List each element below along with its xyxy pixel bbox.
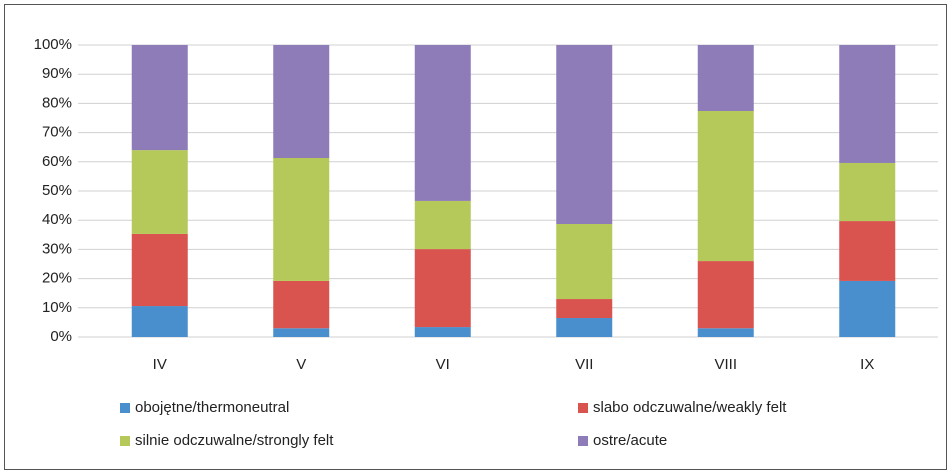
y-tick-label: 40%: [42, 211, 72, 228]
bar-segment: [131, 233, 188, 307]
y-tick-label: 0%: [50, 328, 72, 345]
bar-segment: [697, 328, 754, 337]
bar-segment: [697, 45, 754, 111]
x-tick-label: IX: [860, 356, 874, 373]
bar-segment: [697, 110, 754, 262]
bar-segment: [556, 223, 613, 300]
bar-segment: [273, 280, 330, 329]
x-tick-label: VI: [436, 356, 450, 373]
legend-label: slabo odczuwalne/weakly felt: [593, 399, 787, 416]
legend-swatch: [578, 403, 588, 413]
legend-label: silnie odczuwalne/strongly felt: [135, 432, 334, 449]
legend-swatch: [120, 403, 130, 413]
bar-segment: [556, 45, 613, 224]
y-tick-label: 20%: [42, 270, 72, 287]
bar-segment: [414, 200, 471, 250]
bar-segment: [839, 45, 896, 163]
bar-segment: [273, 158, 330, 281]
bar-segment: [414, 327, 471, 337]
y-tick-label: 100%: [34, 36, 72, 53]
y-tick-label: 30%: [42, 240, 72, 257]
legend-swatch: [120, 436, 130, 446]
bar-segment: [839, 221, 896, 281]
y-tick-label: 50%: [42, 182, 72, 199]
y-tick-label: 60%: [42, 153, 72, 170]
bar-segment: [414, 249, 471, 328]
bar-segment: [131, 150, 188, 234]
legend-label: ostre/acute: [593, 432, 667, 449]
bar-segment: [556, 299, 613, 319]
x-tick-label: IV: [153, 356, 167, 373]
bar-segment: [556, 318, 613, 337]
bar-segment: [131, 45, 188, 151]
x-tick-label: VIII: [714, 356, 737, 373]
legend-label: obojętne/thermoneutral: [135, 399, 289, 416]
y-tick-label: 80%: [42, 94, 72, 111]
y-tick-label: 90%: [42, 65, 72, 82]
bar-segment: [273, 328, 330, 337]
bar-segment: [839, 162, 896, 222]
y-tick-label: 70%: [42, 124, 72, 141]
x-tick-label: V: [296, 356, 306, 373]
bar-segment: [839, 280, 896, 337]
x-tick-label: VII: [575, 356, 593, 373]
y-tick-label: 10%: [42, 299, 72, 316]
bar-segment: [131, 306, 188, 337]
bar-segment: [414, 45, 471, 201]
legend-swatch: [578, 436, 588, 446]
bar-segment: [697, 261, 754, 329]
bar-segment: [273, 45, 330, 159]
